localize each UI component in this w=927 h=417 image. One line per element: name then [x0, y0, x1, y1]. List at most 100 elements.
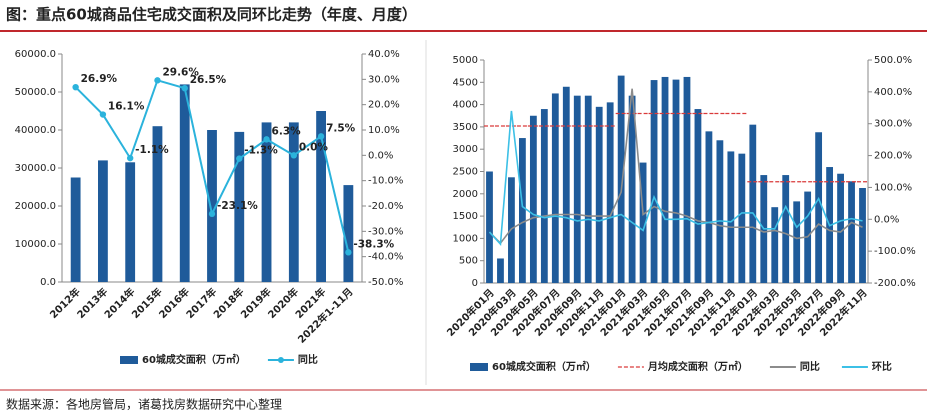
line-marker: [99, 111, 107, 118]
y-tick-label: 3000: [453, 144, 478, 155]
line-marker: [126, 154, 134, 162]
y-tick-label: 4000: [453, 100, 478, 111]
legend-label: 60城成交面积（万㎡）: [492, 360, 596, 373]
bar: [815, 132, 823, 283]
legend-label: 同比: [800, 360, 820, 373]
y2-tick-label: 100.0%: [874, 182, 912, 193]
bar: [562, 86, 570, 283]
y-tick-label: 0.0: [40, 277, 56, 288]
source: 数据来源：各地房管局，诸葛找房数据研究中心整理: [6, 397, 282, 412]
y-tick-label: 50000.0: [15, 87, 56, 98]
y2-tick-label: 300.0%: [874, 119, 912, 130]
y-tick-label: 1500: [453, 211, 478, 222]
line-marker: [263, 136, 270, 143]
bar: [518, 138, 526, 283]
bar: [234, 131, 245, 282]
y2-tick-label: -200.0%: [874, 278, 916, 289]
line-marker: [154, 77, 161, 84]
bar: [782, 175, 790, 283]
bar: [486, 171, 493, 283]
bar: [639, 162, 647, 283]
bar: [617, 75, 625, 283]
line-marker: [181, 85, 188, 92]
bar: [650, 80, 658, 283]
y2-tick-label: 500.0%: [874, 55, 912, 66]
line-marker: [72, 83, 79, 91]
bar: [573, 95, 581, 284]
bar: [584, 95, 592, 284]
data-label: -1.3%: [244, 145, 278, 157]
bar: [540, 109, 548, 283]
y2-tick-label: 400.0%: [874, 87, 912, 98]
bar: [738, 153, 746, 283]
y2-tick-label: -20.0%: [368, 201, 403, 212]
data-label: 7.5%: [326, 122, 356, 134]
line-marker: [236, 155, 243, 162]
y-tick-label: 60000.0: [15, 49, 56, 60]
bar: [705, 131, 713, 283]
data-label: -23.1%: [217, 200, 258, 212]
bar: [497, 258, 504, 283]
bar: [848, 181, 855, 283]
bar: [661, 76, 669, 283]
bar: [793, 201, 801, 283]
y2-tick-label: 0.0%: [368, 150, 393, 161]
bar: [694, 109, 702, 283]
bar: [551, 93, 559, 283]
y2-tick-label: 200.0%: [874, 151, 912, 162]
data-label: 6.3%: [272, 125, 302, 137]
line-marker: [290, 152, 298, 159]
bar: [316, 111, 326, 282]
data-label: 26.5%: [190, 74, 227, 86]
line: [488, 110, 863, 247]
y-tick-label: 0: [472, 278, 478, 289]
y-tick-label: 10000.0: [15, 239, 56, 250]
page-title: 图：重点60城商品住宅成交面积及同环比走势（年度、月度）: [6, 6, 417, 24]
y2-tick-label: 0.0%: [874, 214, 899, 225]
bar: [749, 124, 757, 283]
bar: [261, 122, 272, 283]
data-label: -1.1%: [135, 144, 169, 156]
bar: [595, 106, 603, 283]
bar: [70, 177, 81, 282]
line-marker: [208, 210, 216, 218]
bar: [207, 130, 217, 282]
y-tick-label: 2000: [453, 189, 478, 200]
legend-label: 环比: [872, 360, 892, 373]
y2-tick-label: 20.0%: [368, 100, 400, 111]
bar: [837, 173, 844, 283]
bar: [683, 76, 691, 283]
legend-label: 60城成交面积（万㎡）: [142, 353, 246, 366]
bar: [771, 207, 779, 283]
y-tick-label: 4500: [453, 77, 478, 88]
y2-tick-label: -10.0%: [368, 176, 403, 187]
bar: [606, 102, 614, 284]
y-tick-label: 5000: [453, 55, 478, 66]
y2-tick-label: 30.0%: [368, 74, 400, 85]
legend-label: 同比: [298, 353, 318, 366]
data-label: -38.3%: [353, 238, 394, 250]
y2-tick-label: -30.0%: [368, 226, 403, 237]
line: [488, 88, 863, 245]
y2-tick-label: -50.0%: [368, 277, 403, 288]
bar: [529, 115, 537, 283]
y-tick-label: 2500: [453, 167, 478, 178]
data-label: 0.0%: [299, 141, 329, 153]
bar: [125, 162, 136, 282]
y2-tick-label: -100.0%: [874, 246, 916, 257]
y-tick-label: 1000: [453, 233, 478, 244]
y-tick-label: 40000.0: [15, 125, 56, 136]
legend-label: 月均成交面积（万㎡）: [647, 360, 748, 373]
bar: [672, 79, 680, 284]
legend-marker: [277, 357, 284, 363]
data-label: 29.6%: [162, 66, 199, 78]
data-label: 16.1%: [108, 101, 145, 113]
bar: [288, 122, 299, 283]
bar: [152, 126, 163, 282]
bar: [716, 140, 724, 283]
bar: [343, 185, 354, 282]
y-tick-label: 3500: [453, 122, 478, 133]
data-label: 26.9%: [81, 73, 118, 85]
